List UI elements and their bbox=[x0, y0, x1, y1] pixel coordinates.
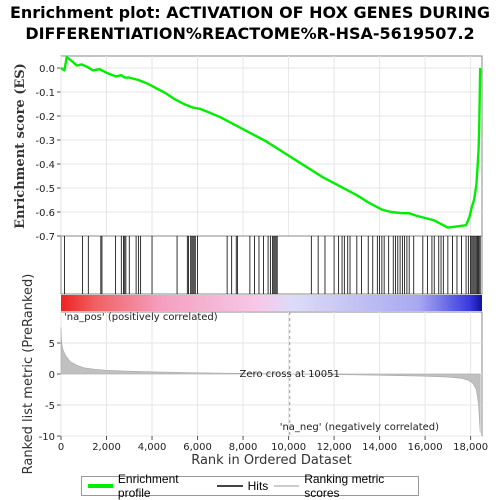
legend-enrichment-profile: Enrichment profile bbox=[88, 472, 211, 500]
es-ytick-label: -0.1 bbox=[35, 88, 55, 99]
pos-correlated-label: 'na_pos' (positively correlated) bbox=[64, 312, 218, 323]
metric-ytick-label: -5 bbox=[45, 401, 55, 412]
metric-ytick-label: 0 bbox=[49, 370, 55, 381]
legend-enrichment-profile-label: Enrichment profile bbox=[118, 472, 211, 500]
metric-xtick-label: 2,000 bbox=[92, 442, 121, 453]
es-ytick-label: -0.5 bbox=[35, 184, 55, 195]
legend-enrichment-profile-swatch bbox=[88, 484, 113, 488]
metric-xtick-label: 14,000 bbox=[362, 442, 397, 453]
es-ytick-label: -0.2 bbox=[35, 112, 55, 123]
metric-xtick-label: 10,000 bbox=[271, 442, 306, 453]
metric-xtick-label: 6,000 bbox=[183, 442, 212, 453]
legend-ranking-metric: Ranking metric scores bbox=[274, 472, 418, 500]
hits-panel-frame bbox=[61, 236, 482, 294]
legend-ranking-metric-swatch bbox=[274, 485, 299, 487]
legend: Enrichment profile Hits Ranking metric sco… bbox=[81, 476, 419, 496]
metric-xtick-label: 0 bbox=[58, 442, 64, 453]
metric-ytick-label: 5 bbox=[49, 339, 55, 350]
es-ylabel: Enrichment score (ES) bbox=[13, 63, 28, 229]
metric-xtick-label: 16,000 bbox=[408, 442, 443, 453]
es-ytick-label: -0.3 bbox=[35, 136, 55, 147]
es-ytick-label: -0.7 bbox=[35, 232, 55, 243]
legend-hits-swatch bbox=[217, 485, 243, 487]
es-ytick-label: -0.6 bbox=[35, 208, 55, 219]
metric-xtick-label: 18,000 bbox=[453, 442, 488, 453]
metric-xtick-label: 4,000 bbox=[138, 442, 167, 453]
metric-ylabel: Ranked list metric (PreRanked) bbox=[21, 274, 36, 475]
legend-hits-label: Hits bbox=[248, 479, 269, 493]
neg-correlated-label: 'na_neg' (negatively correlated) bbox=[280, 422, 439, 433]
metric-ytick-label: -10 bbox=[39, 432, 55, 443]
legend-ranking-metric-label: Ranking metric scores bbox=[304, 472, 418, 500]
es-ytick-label: -0.4 bbox=[35, 160, 55, 171]
metric-xtick-label: 8,000 bbox=[229, 442, 258, 453]
metric-xlabel: Rank in Ordered Dataset bbox=[191, 453, 352, 468]
es-ytick-label: 0.0 bbox=[39, 64, 55, 75]
legend-hits: Hits bbox=[217, 479, 269, 493]
metric-xtick-label: 12,000 bbox=[317, 442, 352, 453]
zero-cross-label: Zero cross at 10051 bbox=[240, 369, 340, 380]
ranking-heatmap bbox=[61, 295, 482, 311]
